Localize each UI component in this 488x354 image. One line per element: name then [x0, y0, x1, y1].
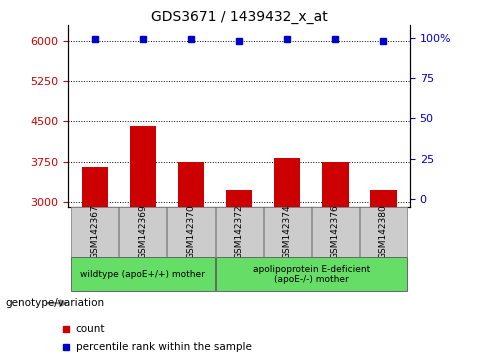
- Title: GDS3671 / 1439432_x_at: GDS3671 / 1439432_x_at: [151, 10, 327, 24]
- Bar: [71, 207, 119, 257]
- Bar: [71, 257, 215, 291]
- Bar: [264, 207, 311, 257]
- Bar: [178, 161, 204, 207]
- Text: GSM142372: GSM142372: [235, 205, 244, 259]
- Text: apolipoprotein E-deficient
(apoE-/-) mother: apolipoprotein E-deficient (apoE-/-) mot…: [253, 265, 370, 284]
- Bar: [130, 126, 156, 207]
- Text: wildtype (apoE+/+) mother: wildtype (apoE+/+) mother: [81, 270, 205, 279]
- Text: count: count: [76, 324, 105, 334]
- Bar: [167, 207, 215, 257]
- Text: GSM142369: GSM142369: [139, 205, 147, 259]
- Bar: [312, 207, 359, 257]
- Bar: [226, 190, 252, 207]
- Text: GSM142367: GSM142367: [90, 205, 99, 259]
- Bar: [120, 207, 166, 257]
- Bar: [322, 161, 348, 207]
- Text: GSM142374: GSM142374: [283, 205, 292, 259]
- Bar: [370, 190, 397, 207]
- Text: genotype/variation: genotype/variation: [5, 298, 104, 308]
- Text: GSM142370: GSM142370: [186, 205, 196, 259]
- Text: GSM142376: GSM142376: [331, 205, 340, 259]
- Bar: [81, 167, 108, 207]
- Bar: [360, 207, 407, 257]
- Bar: [216, 257, 407, 291]
- Bar: [274, 158, 301, 207]
- Text: GSM142380: GSM142380: [379, 205, 388, 259]
- Text: percentile rank within the sample: percentile rank within the sample: [76, 342, 251, 352]
- Bar: [216, 207, 263, 257]
